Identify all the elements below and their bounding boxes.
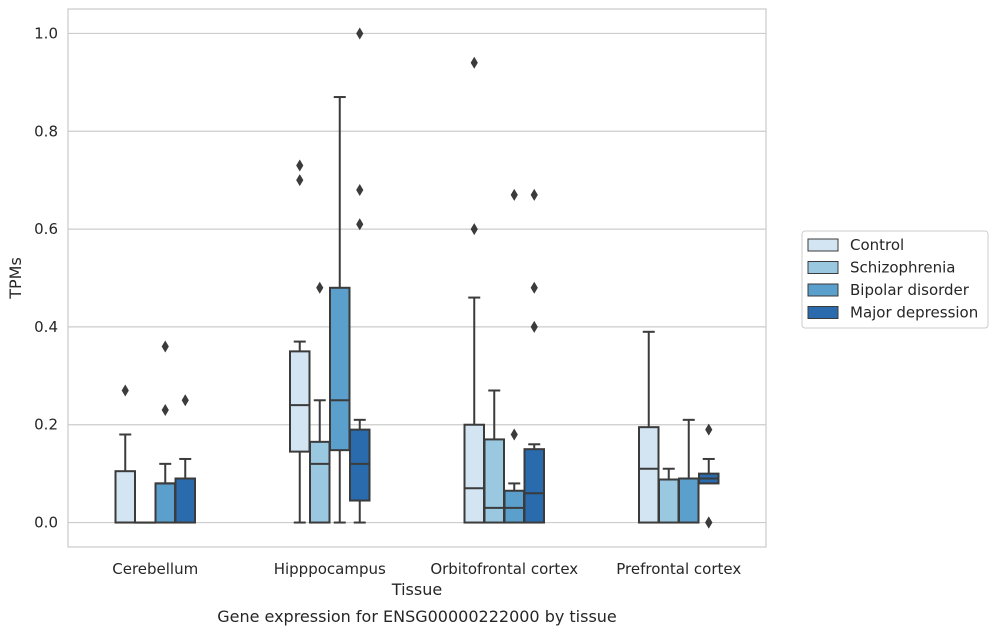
x-tick-label: Cerebellum (112, 560, 198, 578)
outlier-point (296, 174, 304, 187)
box-iqr (503, 489, 525, 524)
box-iqr (678, 477, 700, 524)
box-schizophrenia (658, 467, 680, 524)
box-schizophrenia (483, 389, 505, 524)
box-iqr (658, 478, 680, 524)
y-axis-title: TPMs (6, 257, 25, 300)
box-iqr (483, 438, 505, 524)
box-iqr (638, 426, 660, 524)
box-control (114, 384, 136, 524)
y-tick-label: 0.4 (34, 318, 58, 336)
legend-item: Control (807, 236, 904, 254)
outlier-point (510, 188, 518, 201)
box-iqr (349, 428, 371, 502)
legend-label: Schizophrenia (850, 259, 955, 277)
outlier-point (316, 281, 324, 294)
legend-label: Control (850, 236, 904, 254)
box-control (289, 159, 311, 524)
outlier-point (530, 320, 538, 333)
legend-frame (801, 230, 989, 329)
y-tick-label: 0.0 (34, 514, 58, 532)
outlier-point (356, 218, 364, 231)
legend-label: Major depression (850, 304, 978, 322)
legend: Control Schizophrenia Bipolar disorder Majo… (801, 230, 989, 329)
box-iqr (329, 286, 351, 452)
legend-swatch (807, 238, 839, 252)
grid-lines (68, 32, 766, 524)
y-tick-label: 0.2 (34, 416, 58, 434)
box-bipolar-disorder (678, 418, 700, 524)
box-control (638, 330, 660, 524)
box-major-depression (174, 394, 196, 524)
box-iqr (174, 477, 196, 524)
outlier-point (705, 516, 713, 529)
box-major-depression (698, 423, 720, 529)
outlier-point (296, 159, 304, 172)
outlier-point (510, 428, 518, 441)
x-tick-labels: Cerebellum Hipppocampus Orbitofrontal cort… (112, 560, 741, 578)
box-bipolar-disorder (329, 96, 351, 524)
box-control (463, 56, 485, 524)
outlier-point (530, 281, 538, 294)
legend-item: Major depression (807, 304, 978, 322)
y-tick-label: 0.6 (34, 220, 58, 238)
box-iqr (289, 350, 311, 453)
box-schizophrenia (309, 281, 331, 524)
box-iqr (463, 423, 485, 524)
legend-item: Bipolar disorder (807, 281, 970, 299)
box-iqr (523, 448, 545, 524)
outlier-point (705, 423, 713, 436)
outlier-point (530, 188, 538, 201)
box-bipolar-disorder (503, 188, 525, 524)
x-tick-label: Hipppocampus (274, 560, 386, 578)
outlier-point (161, 340, 169, 353)
outlier-point (161, 404, 169, 417)
box-major-depression (523, 188, 545, 524)
outlier-point (121, 384, 129, 397)
x-tick-label: Prefrontal cortex (616, 560, 741, 578)
legend-label: Bipolar disorder (850, 281, 970, 299)
outlier-point (470, 56, 478, 69)
boxes (114, 27, 720, 529)
outlier-point (181, 394, 189, 407)
y-tick-label: 0.8 (34, 122, 58, 140)
legend-swatch (807, 283, 839, 297)
outlier-point (356, 27, 364, 40)
y-tick-label: 1.0 (34, 24, 58, 42)
box-iqr (114, 470, 136, 524)
legend-swatch (807, 306, 839, 319)
x-tick-label: Orbitofrontal cortex (430, 560, 578, 578)
box-iqr (309, 440, 331, 524)
figure-caption: Gene expression for ENSG00000222000 by t… (217, 607, 617, 626)
box-bipolar-disorder (154, 340, 176, 524)
box-major-depression (349, 27, 371, 524)
x-axis-title: Tissue (391, 580, 442, 599)
y-tick-labels: 0.0 0.2 0.4 0.6 0.8 1.0 (34, 24, 58, 531)
legend-item: Schizophrenia (807, 259, 955, 277)
legend-swatch (807, 261, 839, 274)
box-iqr (154, 482, 176, 524)
outlier-point (356, 183, 364, 196)
outlier-point (470, 223, 478, 236)
plot-frame (67, 8, 767, 548)
